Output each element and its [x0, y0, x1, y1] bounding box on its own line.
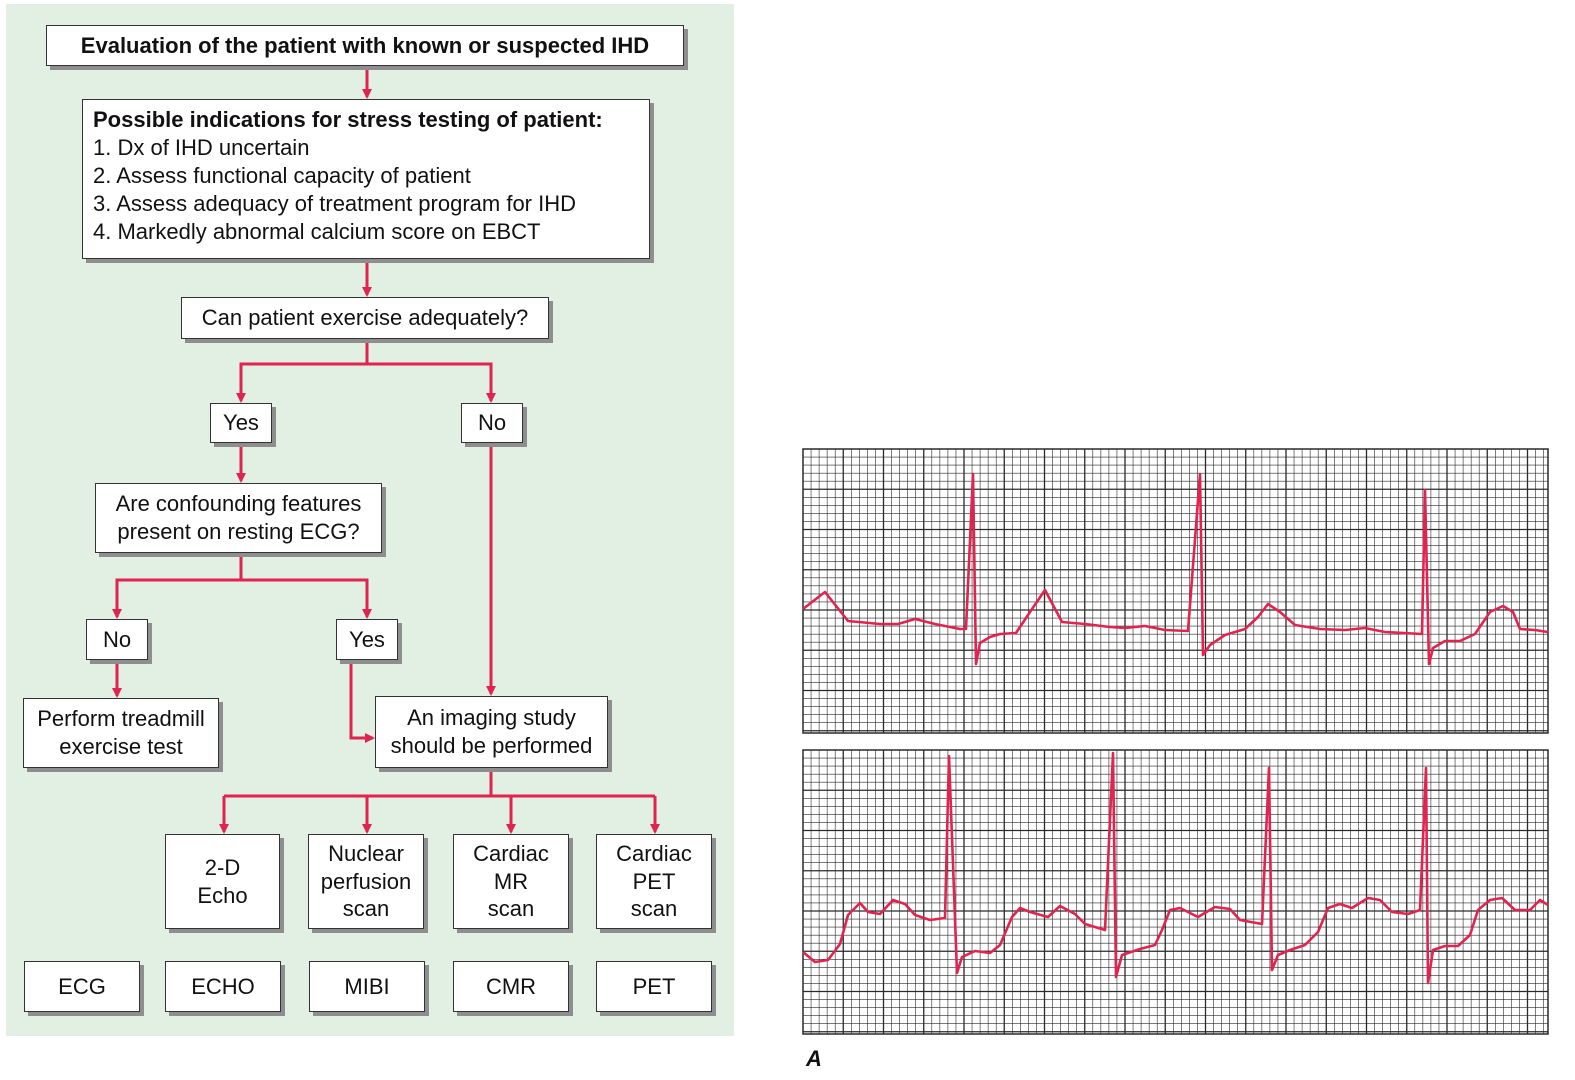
abbrev-label: PET [632, 973, 676, 999]
yes-label-2: Yes [349, 626, 385, 652]
modality-pet-box: Cardiac PET scan [596, 834, 712, 929]
ecg-strip-top [802, 448, 1549, 734]
modality-line: scan [630, 896, 678, 922]
modality-nuclear-box: Nuclear perfusion scan [308, 834, 424, 929]
modality-line: scan [342, 896, 390, 922]
ecg-grid-minor [803, 750, 1548, 1034]
treadmill-line2: exercise test [59, 734, 183, 759]
ecg-grid-major [803, 750, 1548, 1034]
modality-line: MR [493, 868, 529, 894]
ecg-trace-line [802, 472, 1549, 666]
no-box-2: No [86, 619, 148, 660]
modality-line: Nuclear [328, 840, 404, 866]
modality-line: PET [632, 868, 676, 894]
yes-label-1: Yes [223, 410, 259, 436]
title-box: Evaluation of the patient with known or … [46, 25, 684, 66]
panel-label: A [806, 1046, 822, 1071]
abbrev-label: ECG [58, 973, 106, 999]
modality-echo-box: 2-D Echo [165, 834, 280, 929]
no-label-2: No [102, 626, 132, 652]
title-text: Evaluation of the patient with known or … [80, 32, 650, 58]
abbrev-label: MIBI [344, 973, 390, 999]
abbrev-ecg-box: ECG [24, 961, 140, 1012]
indication-item: 1. Dx of IHD uncertain [93, 134, 310, 160]
imaging-box: An imaging study should be performed [375, 696, 608, 768]
indications-heading: Possible indications for stress testing … [93, 107, 603, 132]
exercise-question-text: Can patient exercise adequately? [201, 305, 529, 331]
no-box-1: No [461, 403, 523, 443]
modality-cmr-box: Cardiac MR scan [453, 834, 569, 929]
ecg-trace-line [802, 751, 1549, 985]
ecg-question-line2: present on resting ECG? [117, 519, 360, 544]
yes-box-2: Yes [336, 619, 398, 660]
abbrev-label: CMR [485, 973, 537, 999]
abbrev-label: ECHO [191, 973, 255, 999]
treadmill-line1: Perform treadmill [37, 706, 205, 732]
indications-box: Possible indications for stress testing … [82, 99, 650, 259]
abbrev-mibi-box: MIBI [309, 961, 425, 1012]
no-label-1: No [477, 410, 507, 436]
abbrev-echo-box: ECHO [165, 961, 281, 1012]
abbrev-cmr-box: CMR [453, 961, 569, 1012]
yes-box-1: Yes [210, 403, 272, 443]
exercise-question-box: Can patient exercise adequately? [181, 297, 549, 339]
modality-line: Cardiac [616, 840, 692, 866]
modality-line: Cardiac [473, 840, 549, 866]
indication-item: 3. Assess adequacy of treatment program … [93, 190, 577, 216]
imaging-line1: An imaging study [407, 705, 576, 731]
ecg-grid-minor [803, 449, 1548, 733]
ecg-question-box: Are confounding features present on rest… [95, 483, 382, 553]
indication-item: 2. Assess functional capacity of patient [93, 162, 471, 188]
modality-line: scan [487, 896, 535, 922]
indication-item: 4. Markedly abnormal calcium score on EB… [93, 218, 541, 244]
abbrev-pet-box: PET [596, 961, 712, 1012]
ecg-strip-bottom [802, 749, 1549, 1035]
ecg-question-line1: Are confounding features [115, 491, 362, 517]
imaging-line2: should be performed [390, 733, 593, 758]
treadmill-box: Perform treadmill exercise test [23, 698, 219, 768]
modality-line: perfusion [320, 868, 412, 894]
modality-line: 2-D [204, 854, 241, 880]
modality-line: Echo [197, 882, 248, 908]
